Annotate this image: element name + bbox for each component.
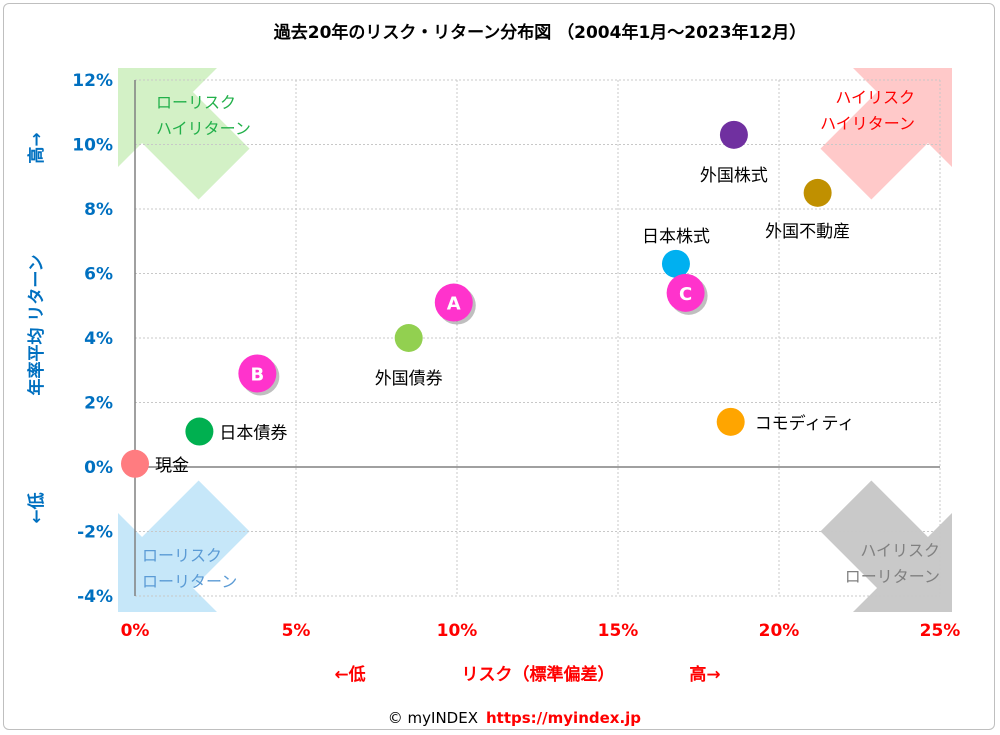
point-label: 外国不動産	[765, 222, 850, 242]
data-point	[719, 120, 748, 149]
badge-label: A	[447, 294, 461, 315]
point-label: コモディティ	[755, 413, 855, 434]
footer-copyright: © myINDEX	[388, 709, 478, 727]
y-tick-label: 10%	[72, 136, 113, 156]
x-axis-high-label: 高→	[689, 664, 720, 685]
data-point	[803, 178, 832, 207]
x-tick-label: 10%	[437, 621, 478, 641]
quadrant-label-top-left: ローリスク	[156, 93, 236, 112]
y-tick-label: 12%	[72, 71, 113, 91]
point-label: 日本株式	[642, 227, 710, 247]
point-badge-C	[666, 273, 705, 312]
chart-title: 過去20年のリスク・リターン分布図 （2004年1月～2023年12月）	[274, 22, 807, 43]
x-axis-low-label: ←低	[334, 664, 365, 685]
quadrant-label-top-left: ハイリターン	[156, 119, 251, 138]
quadrant-label-bottom-right: ハイリスク	[860, 541, 940, 560]
quadrant-label-bottom-right: ローリターン	[845, 567, 940, 586]
data-point	[661, 249, 690, 278]
x-tick-label: 20%	[759, 621, 800, 641]
data-point	[394, 324, 423, 352]
x-tick-label: 25%	[920, 621, 961, 641]
y-tick-label: 2%	[84, 394, 113, 414]
point-badge-B	[238, 354, 277, 393]
quadrant-arrow-top-right	[820, 68, 952, 200]
y-tick-label: 0%	[84, 458, 113, 478]
point-label: 現金	[155, 456, 189, 476]
quadrant-arrow-bottom-left	[118, 480, 250, 612]
quadrant-label-top-right: ハイリターン	[820, 114, 915, 133]
x-tick-label: 15%	[598, 621, 639, 641]
y-tick-label: -4%	[77, 587, 113, 607]
data-point	[185, 417, 214, 446]
badge-label: C	[679, 284, 692, 305]
y-tick-label: 6%	[84, 265, 113, 285]
data-point	[121, 449, 149, 478]
quadrant-arrow-bottom-right	[820, 480, 952, 612]
y-tick-label: 8%	[84, 200, 113, 220]
data-point	[716, 407, 745, 436]
point-label: 日本債券	[219, 424, 287, 444]
point-badge-A	[434, 283, 473, 322]
quadrant-label-bottom-left: ローリターン	[142, 572, 237, 591]
quadrant-label-bottom-left: ローリスク	[142, 546, 222, 565]
quadrant-arrow-top-left	[118, 68, 250, 200]
point-label: 外国債券	[375, 369, 443, 389]
x-tick-label: 5%	[282, 621, 311, 641]
chart-frame	[3, 3, 995, 730]
y-tick-label: 4%	[84, 329, 113, 349]
footer-url-link[interactable]: https://myindex.jp	[486, 709, 641, 727]
y-axis-low-label: ←低	[26, 492, 47, 523]
quadrant-label-top-right: ハイリスク	[835, 88, 915, 107]
point-label: 外国株式	[700, 166, 768, 186]
badge-label: B	[250, 364, 264, 385]
y-tick-label: -2%	[77, 523, 113, 543]
y-axis-high-label: 高→	[26, 132, 47, 163]
x-tick-label: 0%	[121, 621, 150, 641]
x-axis-title: リスク（標準偏差）	[462, 664, 615, 685]
y-axis-title: 年率平均 リターン	[26, 254, 47, 395]
